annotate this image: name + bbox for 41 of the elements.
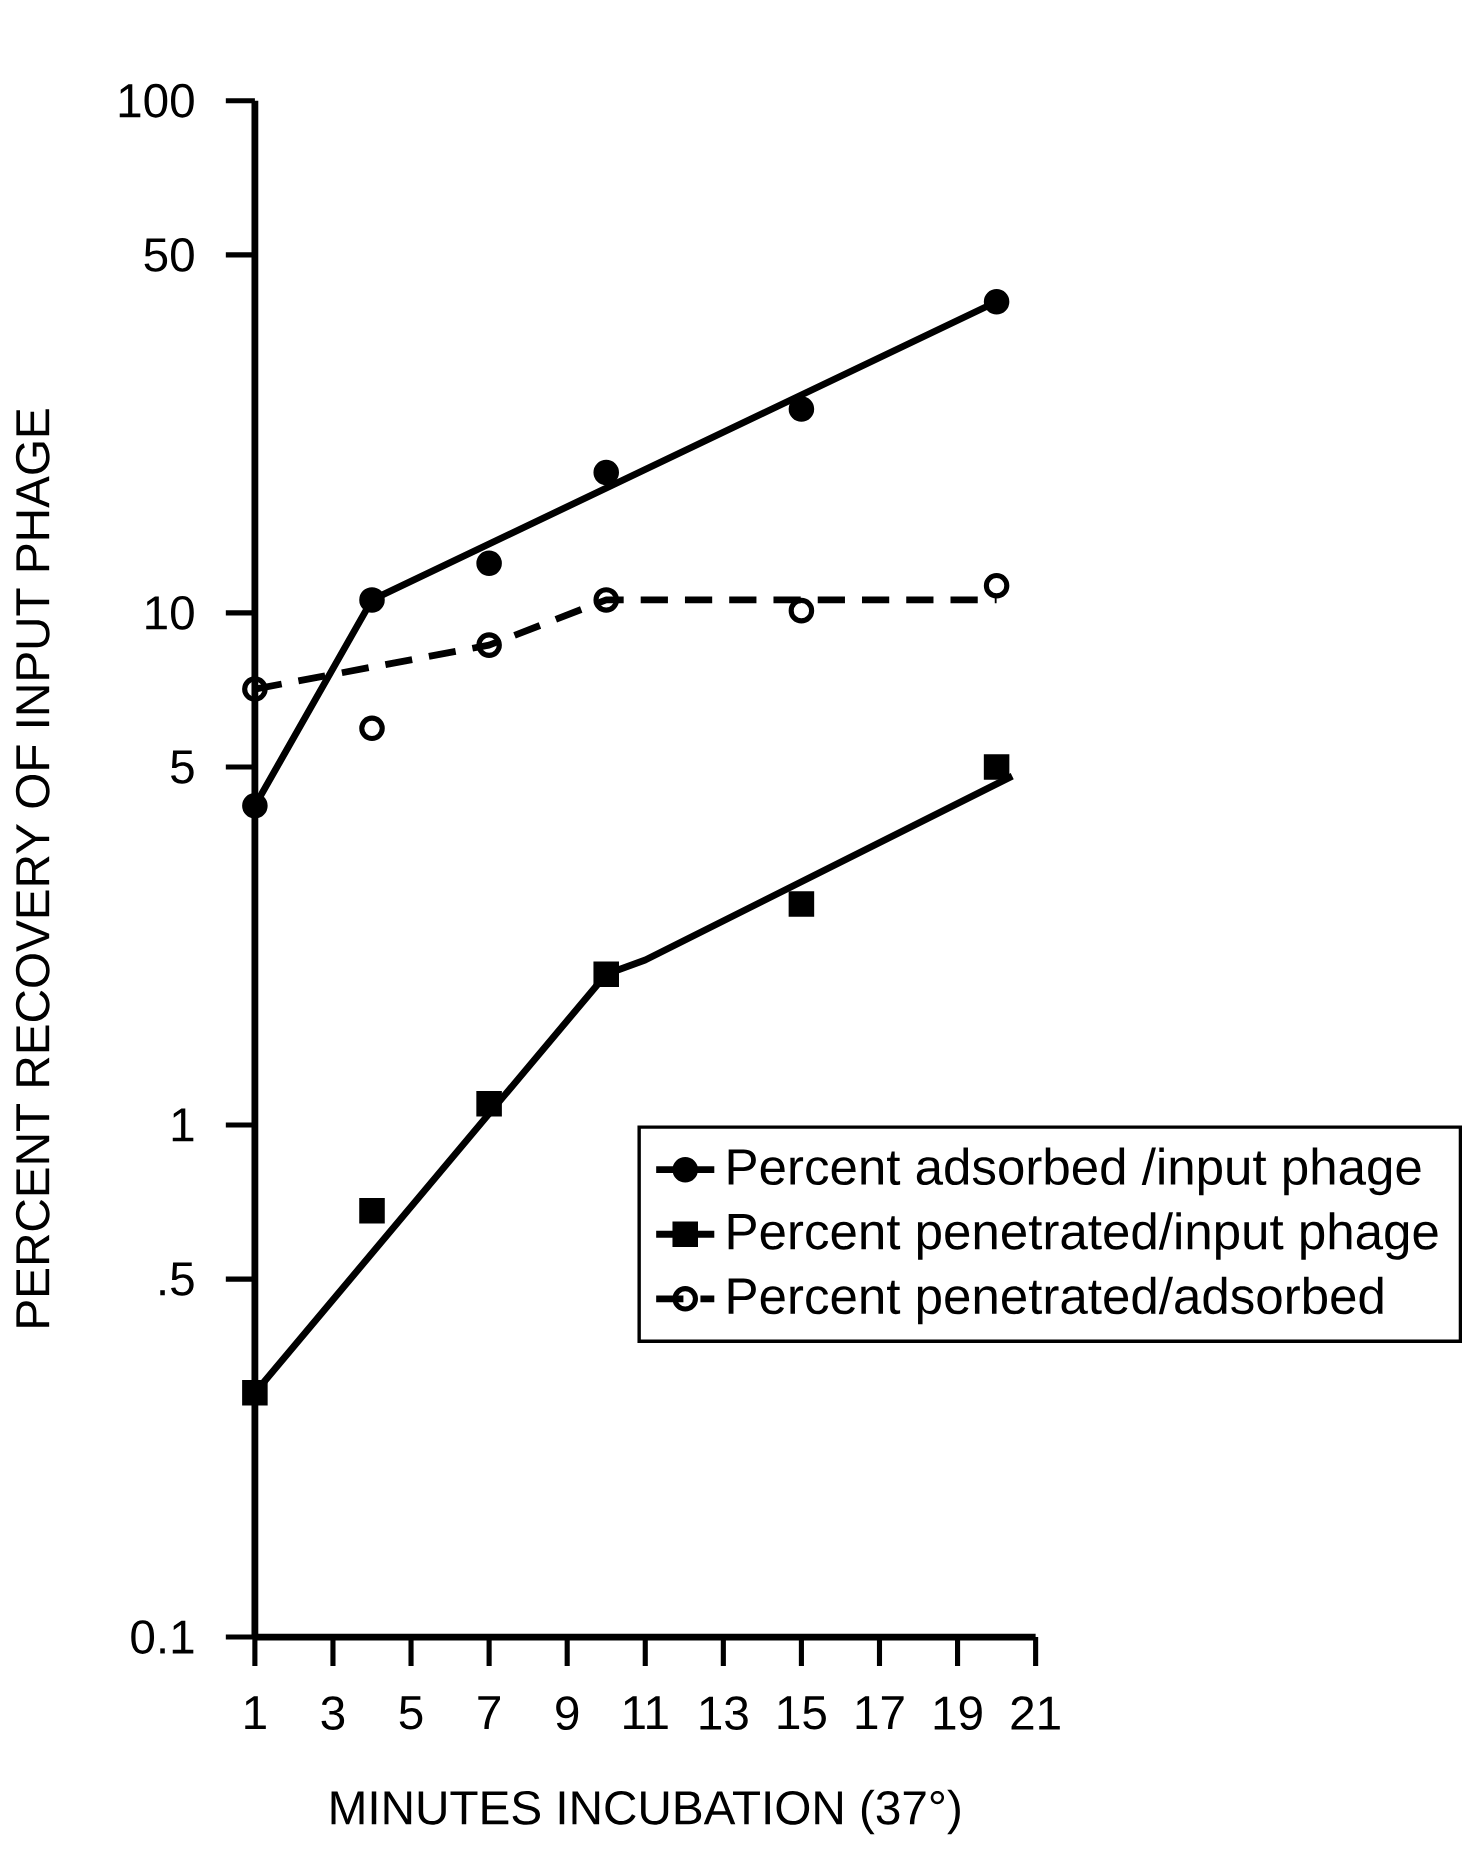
y-tick-label: 10 <box>146 595 194 630</box>
legend-label: Percent penetrated/input phage <box>728 1212 1438 1260</box>
x-tick-label: 17 <box>856 1696 904 1730</box>
point <box>983 289 1010 315</box>
x-tick-label: 5 <box>399 1696 423 1730</box>
point <box>593 459 619 486</box>
point <box>476 550 502 576</box>
point <box>983 754 1010 780</box>
point <box>788 597 815 624</box>
point <box>476 632 502 658</box>
x-tick-label: 15 <box>778 1696 826 1730</box>
x-tick-label: 3 <box>321 1696 345 1730</box>
point <box>242 676 268 702</box>
point <box>359 1197 385 1224</box>
y-tick-label: 1 <box>172 1108 194 1142</box>
x-tick-label: 9 <box>556 1696 579 1730</box>
x-tick-label: 19 <box>934 1696 982 1730</box>
point <box>476 1090 502 1117</box>
x-tick-label: 7 <box>478 1696 500 1730</box>
point <box>359 587 385 613</box>
y-tick-label: 50 <box>144 238 194 272</box>
y-tick-label: 100 <box>119 83 194 118</box>
point <box>242 1379 268 1406</box>
point <box>788 396 815 422</box>
point <box>359 715 385 742</box>
legend-label: Percent adsorbed /input phage <box>728 1147 1421 1196</box>
x-tick-label: 11 <box>624 1696 668 1730</box>
point <box>983 572 1010 599</box>
y-axis-title: PERCENT RECOVERY OF INPUT PHAGE <box>15 409 50 1327</box>
x-tick-label: 21 <box>1011 1696 1060 1730</box>
legend-label: Percent penetrated/adsorbed <box>728 1276 1383 1325</box>
x-tick-label: 13 <box>700 1696 748 1730</box>
point <box>242 793 268 819</box>
point <box>788 891 815 917</box>
y-tick-label: 0.1 <box>131 1620 194 1654</box>
point <box>593 961 619 987</box>
x-axis-title: MINUTES INCUBATION (37°) <box>331 1789 960 1835</box>
x-tick-label: 1 <box>245 1696 266 1730</box>
y-tick-label: 5 <box>171 750 194 784</box>
point <box>593 587 619 613</box>
y-tick-label: .5 <box>160 1262 194 1296</box>
